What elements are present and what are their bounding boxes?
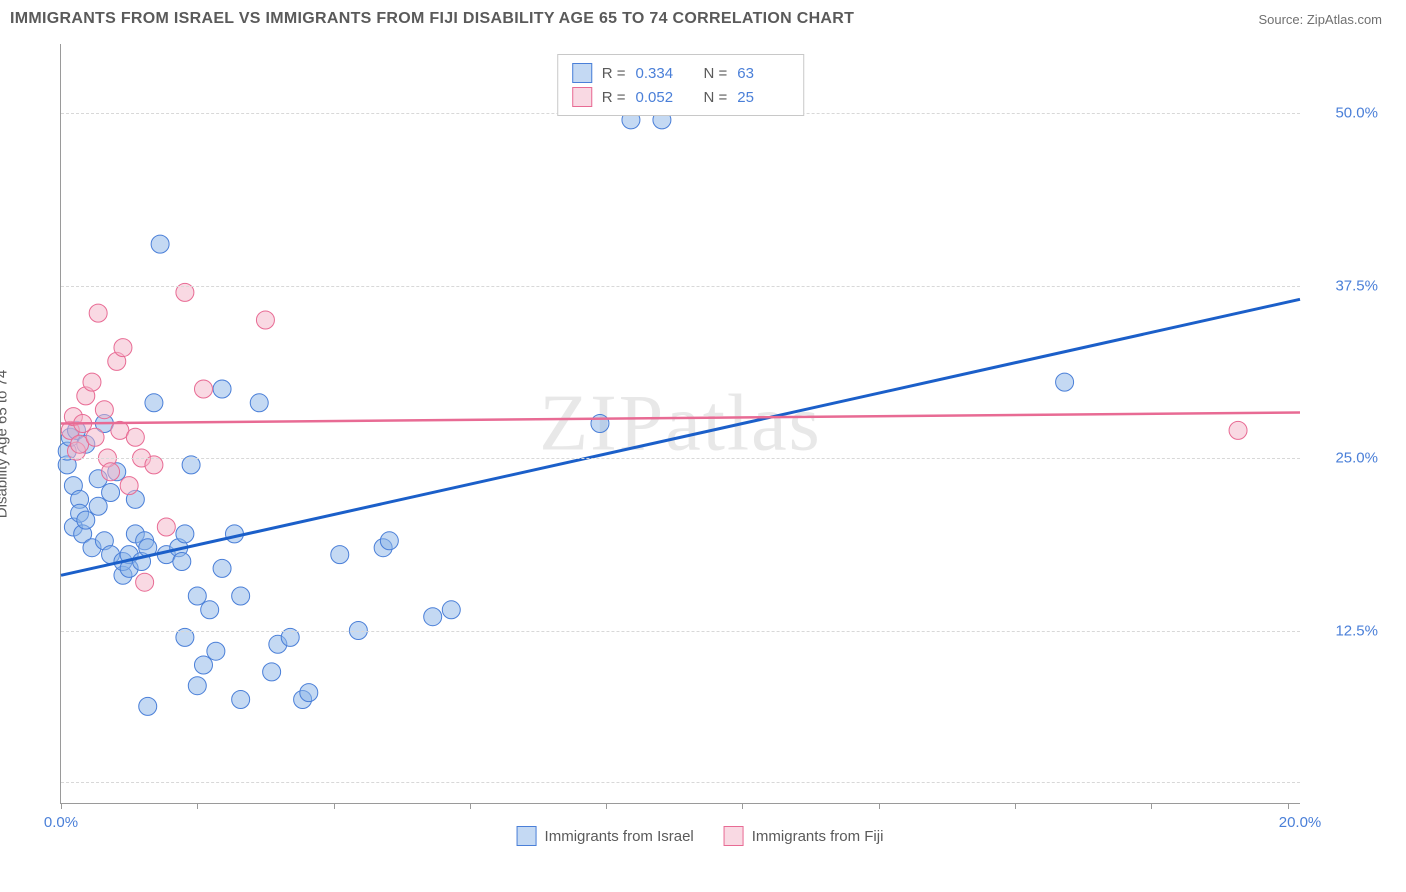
scatter-point-israel <box>151 235 169 253</box>
gridline <box>61 631 1300 632</box>
scatter-point-fiji <box>114 339 132 357</box>
swatch-blue-icon <box>517 826 537 846</box>
xtick-mark <box>742 803 743 809</box>
xtick-mark <box>334 803 335 809</box>
scatter-point-israel <box>139 697 157 715</box>
xtick-mark <box>1288 803 1289 809</box>
scatter-point-israel <box>380 532 398 550</box>
scatter-point-fiji <box>95 401 113 419</box>
legend-label: Immigrants from Fiji <box>752 828 884 845</box>
scatter-point-israel <box>232 691 250 709</box>
scatter-point-israel <box>300 684 318 702</box>
scatter-point-israel <box>77 511 95 529</box>
trend-line-fiji <box>61 412 1300 423</box>
xtick-mark <box>1015 803 1016 809</box>
n-value: 25 <box>737 89 789 106</box>
scatter-point-israel <box>1056 373 1074 391</box>
xtick-label: 20.0% <box>1279 814 1322 831</box>
scatter-point-fiji <box>194 380 212 398</box>
xtick-mark <box>470 803 471 809</box>
scatter-point-israel <box>176 525 194 543</box>
scatter-point-israel <box>213 559 231 577</box>
scatter-point-israel <box>173 553 191 571</box>
trend-line-israel <box>61 299 1300 575</box>
scatter-point-israel <box>89 497 107 515</box>
swatch-pink-icon <box>572 87 592 107</box>
scatter-point-israel <box>201 601 219 619</box>
xtick-mark <box>606 803 607 809</box>
scatter-point-israel <box>188 677 206 695</box>
xtick-mark <box>197 803 198 809</box>
scatter-point-fiji <box>157 518 175 536</box>
xtick-label: 0.0% <box>44 814 78 831</box>
chart-title: IMMIGRANTS FROM ISRAEL VS IMMIGRANTS FRO… <box>10 10 854 28</box>
r-value: 0.334 <box>636 65 688 82</box>
swatch-pink-icon <box>724 826 744 846</box>
scatter-point-israel <box>194 656 212 674</box>
ytick-label: 12.5% <box>1335 622 1378 639</box>
scatter-point-fiji <box>256 311 274 329</box>
n-label: N = <box>704 65 728 82</box>
ytick-label: 25.0% <box>1335 450 1378 467</box>
r-label: R = <box>602 89 626 106</box>
r-value: 0.052 <box>636 89 688 106</box>
gridline <box>61 458 1300 459</box>
scatter-point-fiji <box>1229 421 1247 439</box>
scatter-point-israel <box>263 663 281 681</box>
scatter-point-fiji <box>120 477 138 495</box>
gridline <box>61 782 1300 783</box>
r-label: R = <box>602 65 626 82</box>
scatter-point-fiji <box>136 573 154 591</box>
scatter-point-israel <box>591 415 609 433</box>
xtick-mark <box>879 803 880 809</box>
swatch-blue-icon <box>572 63 592 83</box>
legend-correlation: R = 0.334 N = 63 R = 0.052 N = 25 <box>557 54 805 116</box>
legend-item-fiji: Immigrants from Fiji <box>724 826 884 846</box>
xtick-mark <box>61 803 62 809</box>
scatter-point-israel <box>331 546 349 564</box>
scatter-point-israel <box>213 380 231 398</box>
scatter-point-israel <box>102 484 120 502</box>
scatter-point-fiji <box>89 304 107 322</box>
legend-row-israel: R = 0.334 N = 63 <box>572 61 790 85</box>
legend-label: Immigrants from Israel <box>545 828 694 845</box>
scatter-point-israel <box>424 608 442 626</box>
scatter-point-fiji <box>126 428 144 446</box>
scatter-point-israel <box>145 394 163 412</box>
scatter-point-israel <box>250 394 268 412</box>
xtick-mark <box>1151 803 1152 809</box>
scatter-point-israel <box>442 601 460 619</box>
scatter-point-fiji <box>83 373 101 391</box>
scatter-point-fiji <box>86 428 104 446</box>
n-value: 63 <box>737 65 789 82</box>
ytick-label: 37.5% <box>1335 277 1378 294</box>
scatter-point-israel <box>188 587 206 605</box>
y-axis-label: Disability Age 65 to 74 <box>0 370 11 518</box>
legend-series: Immigrants from Israel Immigrants from F… <box>517 826 884 846</box>
legend-row-fiji: R = 0.052 N = 25 <box>572 85 790 109</box>
scatter-svg <box>61 44 1300 803</box>
legend-item-israel: Immigrants from Israel <box>517 826 694 846</box>
plot-area: ZIPatlas R = 0.334 N = 63 R = 0.052 N = … <box>60 44 1300 804</box>
scatter-point-israel <box>232 587 250 605</box>
scatter-point-israel <box>207 642 225 660</box>
gridline <box>61 286 1300 287</box>
source-label: Source: ZipAtlas.com <box>1258 12 1382 27</box>
chart-container: Disability Age 65 to 74 ZIPatlas R = 0.3… <box>10 34 1390 854</box>
ytick-label: 50.0% <box>1335 105 1378 122</box>
n-label: N = <box>704 89 728 106</box>
scatter-point-fiji <box>102 463 120 481</box>
